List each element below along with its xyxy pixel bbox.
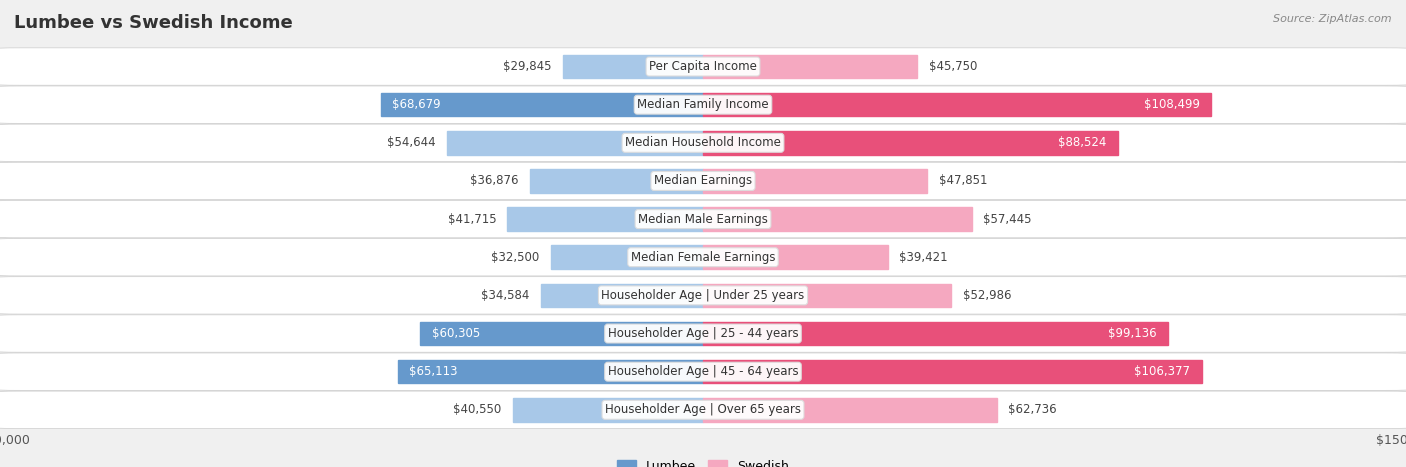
Bar [703,93,1212,116]
Bar [420,322,703,346]
Text: $68,679: $68,679 [392,98,441,111]
Bar [513,398,703,422]
FancyBboxPatch shape [0,124,1406,162]
Text: $60,305: $60,305 [432,327,479,340]
Bar [703,55,917,78]
Text: Median Family Income: Median Family Income [637,98,769,111]
Text: $99,136: $99,136 [1108,327,1156,340]
Text: $32,500: $32,500 [491,251,540,264]
Bar [703,207,972,231]
Text: $41,715: $41,715 [447,212,496,226]
Text: $29,845: $29,845 [503,60,553,73]
FancyBboxPatch shape [0,391,1406,429]
Bar [398,360,703,383]
Bar [541,283,703,307]
Bar [703,131,1118,155]
FancyBboxPatch shape [0,162,1406,200]
Bar [703,246,887,269]
Bar [551,246,703,269]
Bar [703,360,1202,383]
Bar [381,93,703,116]
Text: Householder Age | Over 65 years: Householder Age | Over 65 years [605,403,801,416]
Bar [703,283,952,307]
Text: $88,524: $88,524 [1059,136,1107,149]
Text: $39,421: $39,421 [898,251,948,264]
Bar [703,398,997,422]
Bar [447,131,703,155]
Text: $40,550: $40,550 [454,403,502,416]
Text: Householder Age | 25 - 44 years: Householder Age | 25 - 44 years [607,327,799,340]
Text: $47,851: $47,851 [939,175,987,187]
Text: $54,644: $54,644 [387,136,436,149]
Text: $106,377: $106,377 [1135,365,1191,378]
Text: Lumbee vs Swedish Income: Lumbee vs Swedish Income [14,14,292,32]
FancyBboxPatch shape [0,315,1406,352]
Text: Householder Age | Under 25 years: Householder Age | Under 25 years [602,289,804,302]
Bar [530,169,703,193]
Text: $65,113: $65,113 [409,365,457,378]
Text: $36,876: $36,876 [471,175,519,187]
Text: Householder Age | 45 - 64 years: Householder Age | 45 - 64 years [607,365,799,378]
FancyBboxPatch shape [0,239,1406,276]
Bar [703,322,1167,346]
Text: Source: ZipAtlas.com: Source: ZipAtlas.com [1274,14,1392,24]
Text: Median Household Income: Median Household Income [626,136,780,149]
FancyBboxPatch shape [0,48,1406,85]
Text: Median Male Earnings: Median Male Earnings [638,212,768,226]
FancyBboxPatch shape [0,353,1406,390]
Text: $108,499: $108,499 [1144,98,1201,111]
FancyBboxPatch shape [0,200,1406,238]
Text: $34,584: $34,584 [481,289,530,302]
Legend: Lumbee, Swedish: Lumbee, Swedish [617,460,789,467]
Text: Per Capita Income: Per Capita Income [650,60,756,73]
Text: $57,445: $57,445 [983,212,1032,226]
FancyBboxPatch shape [0,276,1406,314]
Bar [564,55,703,78]
Text: Median Earnings: Median Earnings [654,175,752,187]
Text: $52,986: $52,986 [963,289,1011,302]
Bar [508,207,703,231]
Bar [703,169,928,193]
Text: Median Female Earnings: Median Female Earnings [631,251,775,264]
Text: $62,736: $62,736 [1008,403,1057,416]
FancyBboxPatch shape [0,86,1406,123]
Text: $45,750: $45,750 [929,60,977,73]
